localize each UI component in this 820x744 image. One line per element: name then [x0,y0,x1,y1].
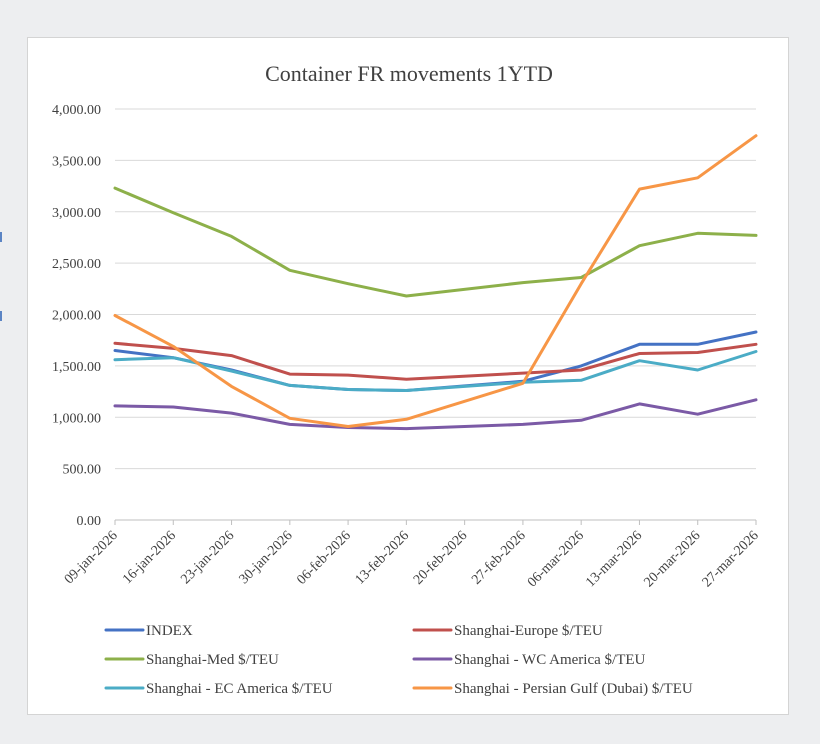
legend-label: Shanghai-Med $/TEU [146,652,279,668]
series-line-shanghai-med-teu [113,186,758,298]
y-tick-label: 0.00 [77,514,102,529]
legend-label: Shanghai-Europe $/TEU [454,623,603,639]
x-tick-label: 27-feb-2026 [469,528,529,588]
chart-title: Container FR movements 1YTD [265,61,553,86]
series-line-shanghai-ec-america-teu [113,350,758,392]
x-tick-label: 13-feb-2026 [353,528,413,588]
y-tick-label: 1,000.00 [52,411,101,426]
y-tick-label: 4,000.00 [52,103,101,118]
left-edge-mark [0,311,2,321]
legend-label: INDEX [146,623,193,639]
gridlines [115,108,756,470]
y-tick-label: 2,000.00 [52,309,101,324]
y-tick-label: 2,500.00 [52,257,101,272]
legend: INDEX Shanghai-Europe $/TEU Shanghai-Med $… [104,623,693,697]
y-tick-label: 3,500.00 [52,154,101,169]
x-tick-label: 20-mar-2026 [641,528,703,590]
x-tick-label: 09-jan-2026 [62,528,121,587]
x-tick-label: 20-feb-2026 [411,528,471,588]
x-tick-label: 06-feb-2026 [294,528,354,588]
x-tick-label: 13-mar-2026 [583,528,645,590]
chart-frame: Container FR movements 1YTD 0.00 500.00 1,… [27,37,789,715]
line-chart: Container FR movements 1YTD 0.00 500.00 1,… [52,61,762,697]
series-line-shanghai-persian-gulf-dubai-teu [113,134,758,428]
series-lines [113,134,758,431]
x-tick-label: 30-jan-2026 [237,528,296,587]
x-tick-label: 06-mar-2026 [525,528,587,590]
series-line-shanghai-wc-america-teu [113,398,758,431]
y-tick-label: 500.00 [63,463,102,478]
y-tick-label: 3,000.00 [52,206,101,221]
series-line-index [113,330,758,392]
x-tick-label: 27-mar-2026 [700,528,762,590]
x-tick-label: 16-jan-2026 [120,528,179,587]
legend-label: Shanghai - Persian Gulf (Dubai) $/TEU [454,681,693,697]
left-edge-mark [0,232,2,242]
legend-label: Shanghai - WC America $/TEU [454,652,646,668]
legend-label: Shanghai - EC America $/TEU [146,681,333,697]
x-tick-label: 23-jan-2026 [178,528,237,587]
y-tick-label: 1,500.00 [52,360,101,375]
series-line-shanghai-europe-teu [113,341,758,381]
